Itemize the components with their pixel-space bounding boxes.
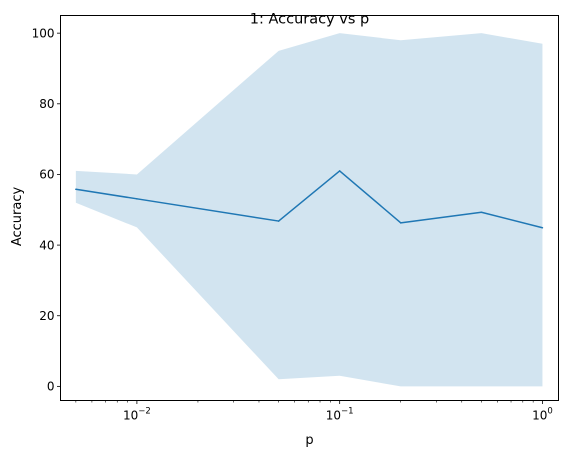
y-tick-label: 20	[39, 309, 54, 323]
x-axis: 10−2 10−1 100	[75, 400, 553, 423]
y-tick-label: 40	[39, 238, 54, 252]
x-tick-label: 100	[532, 407, 553, 423]
y-axis-label: Accuracy	[10, 187, 25, 247]
data-point	[136, 198, 138, 200]
confidence-band-0	[75, 33, 543, 387]
data-point	[338, 170, 341, 172]
x-axis-label: p	[305, 433, 313, 448]
x-tick-label: 10−1	[326, 407, 354, 423]
data-point	[480, 211, 483, 213]
plot-frame	[60, 15, 559, 401]
data-point	[399, 222, 402, 224]
y-tick-label: 100	[32, 26, 55, 40]
data-point	[541, 227, 544, 229]
y-tick-label: 80	[39, 97, 54, 111]
y-tick-label: 60	[39, 168, 54, 182]
y-axis: 0 20 40 60 80 100	[32, 26, 61, 394]
y-tick-label: 0	[47, 380, 55, 394]
plot-area	[75, 33, 544, 387]
data-point	[75, 188, 77, 191]
x-tick-label: 10−2	[123, 407, 151, 423]
chart-title: 1: Accuracy vs p	[250, 12, 369, 28]
data-point	[277, 220, 280, 222]
